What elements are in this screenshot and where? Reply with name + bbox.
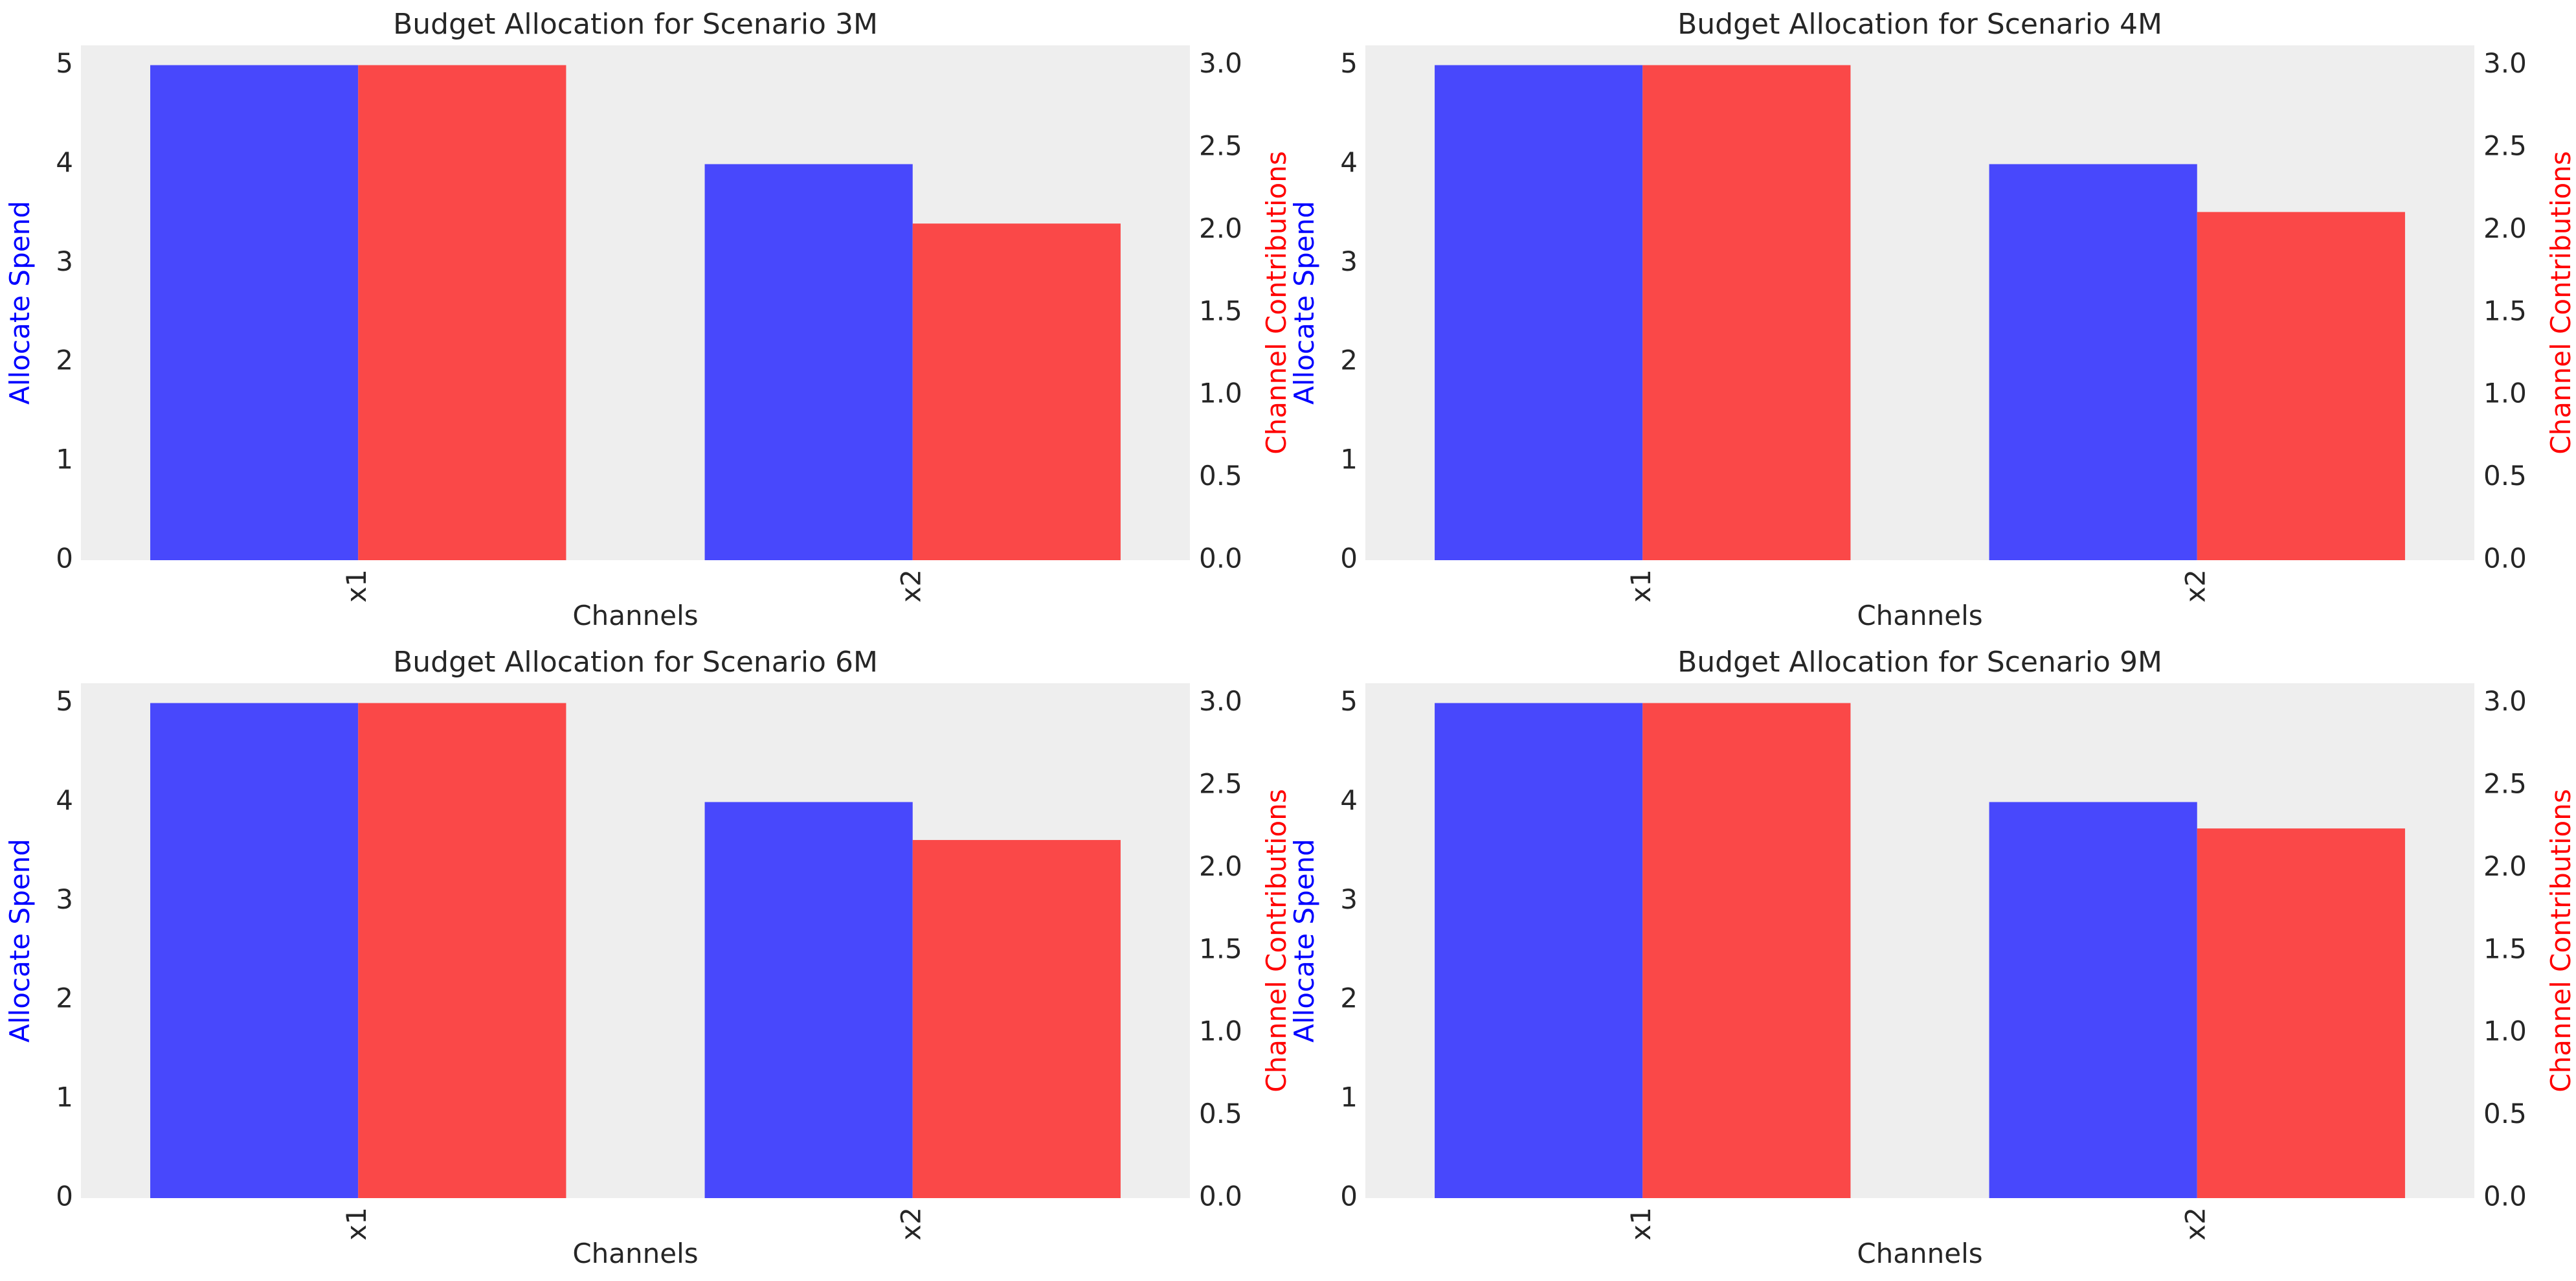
y2-tick-label: 1.0 xyxy=(2483,378,2527,409)
chart-title: Budget Allocation for Scenario 4M xyxy=(1677,8,2162,41)
x-tick-label: x2 xyxy=(895,569,926,603)
spend-bar-x1 xyxy=(1435,65,1643,561)
y2-tick-label: 2.5 xyxy=(2483,767,2527,799)
contribution-bar-x2 xyxy=(2197,212,2405,560)
spend-bar-x1 xyxy=(150,65,359,561)
y-axis-label: Allocate Spend xyxy=(1288,201,1320,405)
chart-title: Budget Allocation for Scenario 9M xyxy=(1677,646,2162,679)
y-tick-label: 0 xyxy=(1340,1181,1358,1212)
x-tick-label: x1 xyxy=(1625,1207,1657,1241)
y2-tick-label: 0.5 xyxy=(2483,460,2527,492)
subplot-3: x1 x2 0 1 2 3 4 5 0.0 0.5 1.0 1.5 2.0 2.5 3.0 Budget Al… xyxy=(4,646,1292,1269)
y-tick-label: 2 xyxy=(56,982,73,1014)
y2-tick-label: 0.5 xyxy=(1199,1098,1242,1129)
y-tick-label: 4 xyxy=(1340,146,1358,178)
y-tick-label: 0 xyxy=(1340,543,1358,574)
spend-bar-x2 xyxy=(704,802,913,1198)
y-axis-label: Allocate Spend xyxy=(4,201,36,405)
y-tick-label: 3 xyxy=(1340,883,1358,915)
contribution-bar-x2 xyxy=(2197,828,2405,1198)
y2-tick-label: 3.0 xyxy=(2483,47,2527,79)
y2-axis-label: Channel Contributions xyxy=(1260,789,1292,1092)
y-tick-label: 3 xyxy=(1340,245,1358,277)
y-tick-label: 5 xyxy=(56,685,73,717)
y-axis-label: Allocate Spend xyxy=(1288,839,1320,1043)
y-tick-label: 1 xyxy=(1340,444,1358,475)
subplot-4: x1 x2 0 1 2 3 4 5 0.0 0.5 1.0 1.5 2.0 2.5 3.0 Budget Al… xyxy=(1288,646,2576,1269)
y2-axis-label: Channel Contributions xyxy=(1260,151,1292,454)
y-tick-label: 4 xyxy=(1340,784,1358,816)
y2-tick-label: 0.5 xyxy=(1199,460,1242,492)
contribution-bar-x1 xyxy=(1642,65,1851,561)
y2-tick-label: 2.0 xyxy=(2483,850,2527,882)
y2-tick-label: 1.0 xyxy=(1199,378,1242,409)
spend-bar-x2 xyxy=(1989,802,2197,1198)
y2-tick-label: 2.5 xyxy=(2483,130,2527,161)
y-tick-label: 1 xyxy=(56,1082,73,1113)
y-tick-label: 2 xyxy=(1340,982,1358,1014)
y2-tick-label: 1.5 xyxy=(1199,295,1242,326)
y2-tick-label: 3.0 xyxy=(2483,685,2527,717)
y-tick-label: 1 xyxy=(56,444,73,475)
x-tick-label: x1 xyxy=(341,1207,372,1241)
y2-tick-label: 2.0 xyxy=(1199,850,1242,882)
y-tick-label: 5 xyxy=(1340,685,1358,717)
x-tick-label: x2 xyxy=(2179,569,2211,603)
spend-bar-x1 xyxy=(1435,703,1643,1198)
y-tick-label: 2 xyxy=(1340,345,1358,376)
subplot-1: x1 x2 0 1 2 3 4 5 0.0 0.5 1.0 1.5 2.0 2.5 3.0 Budget Al… xyxy=(4,8,1292,631)
y-tick-label: 3 xyxy=(56,883,73,915)
y-axis-label: Allocate Spend xyxy=(4,839,36,1043)
x-tick-label: x2 xyxy=(2179,1207,2211,1241)
x-axis-label: Channels xyxy=(572,1238,698,1269)
y-tick-label: 3 xyxy=(56,245,73,277)
y2-axis-label: Channel Contributions xyxy=(2545,789,2576,1092)
y2-tick-label: 2.5 xyxy=(1199,130,1242,161)
y-tick-label: 1 xyxy=(1340,1082,1358,1113)
y2-tick-label: 2.5 xyxy=(1199,767,1242,799)
y2-tick-label: 3.0 xyxy=(1199,685,1242,717)
x-tick-label: x1 xyxy=(1625,569,1657,603)
y-tick-label: 2 xyxy=(56,345,73,376)
spend-bar-x2 xyxy=(1989,164,2197,560)
y2-tick-label: 3.0 xyxy=(1199,47,1242,79)
y2-tick-label: 0.0 xyxy=(2483,543,2527,574)
y-tick-label: 0 xyxy=(56,543,73,574)
y2-tick-label: 1.0 xyxy=(1199,1015,1242,1047)
x-axis-label: Channels xyxy=(1857,1238,1982,1269)
contribution-bar-x1 xyxy=(358,65,566,561)
contribution-bar-x1 xyxy=(1642,703,1851,1198)
x-axis-label: Channels xyxy=(572,600,698,631)
y-tick-label: 4 xyxy=(56,784,73,816)
chart-title: Budget Allocation for Scenario 6M xyxy=(393,646,878,679)
y2-tick-label: 0.0 xyxy=(1199,1181,1242,1212)
y2-tick-label: 0.0 xyxy=(2483,1181,2527,1212)
y2-tick-label: 0.0 xyxy=(1199,543,1242,574)
y2-tick-label: 1.5 xyxy=(2483,933,2527,964)
y-tick-label: 5 xyxy=(1340,47,1358,79)
x-tick-label: x1 xyxy=(341,569,372,603)
y2-tick-label: 1.5 xyxy=(1199,933,1242,964)
y2-tick-label: 2.0 xyxy=(2483,212,2527,244)
subplot-2: x1 x2 0 1 2 3 4 5 0.0 0.5 1.0 1.5 2.0 2.5 3.0 Budget Al… xyxy=(1288,8,2576,631)
chart-title: Budget Allocation for Scenario 3M xyxy=(393,8,878,41)
contribution-bar-x2 xyxy=(912,840,1121,1198)
x-axis-label: Channels xyxy=(1857,600,1982,631)
y2-tick-label: 1.0 xyxy=(2483,1015,2527,1047)
y2-tick-label: 2.0 xyxy=(1199,212,1242,244)
y-tick-label: 4 xyxy=(56,146,73,178)
x-tick-label: x2 xyxy=(895,1207,926,1241)
y2-axis-label: Channel Contributions xyxy=(2545,151,2576,454)
y2-tick-label: 1.5 xyxy=(2483,295,2527,326)
y-tick-label: 5 xyxy=(56,47,73,79)
spend-bar-x2 xyxy=(704,164,913,560)
y-tick-label: 0 xyxy=(56,1181,73,1212)
contribution-bar-x2 xyxy=(912,223,1121,560)
y2-tick-label: 0.5 xyxy=(2483,1098,2527,1129)
contribution-bar-x1 xyxy=(358,703,566,1198)
spend-bar-x1 xyxy=(150,703,359,1198)
